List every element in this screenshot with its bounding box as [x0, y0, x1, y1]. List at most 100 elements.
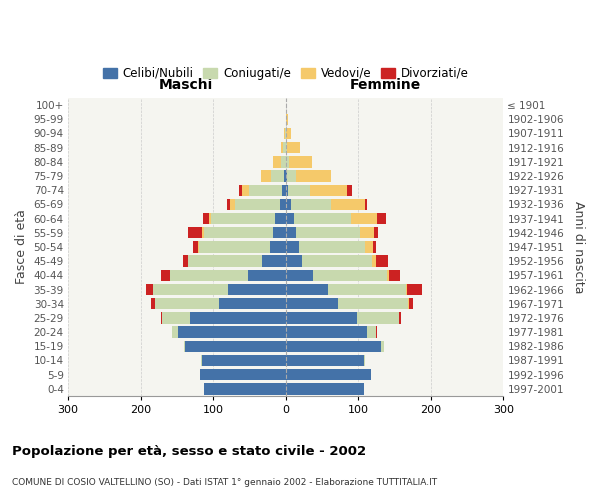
Bar	[188, 256, 262, 267]
Bar	[302, 256, 372, 267]
Y-axis label: Anni di nascita: Anni di nascita	[572, 200, 585, 293]
Bar	[296, 227, 359, 238]
Bar	[242, 184, 250, 196]
Bar	[286, 298, 338, 310]
Bar	[261, 170, 271, 181]
Bar	[288, 184, 310, 196]
Bar	[382, 340, 383, 352]
Bar	[283, 142, 286, 154]
Bar	[281, 156, 286, 168]
Bar	[227, 198, 230, 210]
Bar	[230, 198, 235, 210]
Bar	[188, 227, 202, 238]
Bar	[286, 340, 382, 352]
Bar	[235, 198, 280, 210]
Bar	[286, 369, 371, 380]
Bar	[248, 270, 286, 281]
Bar	[275, 213, 286, 224]
Bar	[407, 284, 422, 295]
Bar	[281, 142, 283, 154]
Bar	[286, 256, 302, 267]
Bar	[269, 242, 286, 252]
Bar	[295, 213, 351, 224]
Text: COMUNE DI COSIO VALTELLINO (SO) - Dati ISTAT 1° gennaio 2002 - Elaborazione TUTT: COMUNE DI COSIO VALTELLINO (SO) - Dati I…	[12, 478, 437, 487]
Bar	[153, 284, 227, 295]
Bar	[359, 227, 374, 238]
Bar	[286, 128, 292, 139]
Bar	[286, 213, 295, 224]
Bar	[198, 242, 199, 252]
Bar	[372, 256, 376, 267]
Bar	[357, 312, 399, 324]
Bar	[365, 242, 373, 252]
Bar	[151, 298, 155, 310]
Text: Maschi: Maschi	[158, 78, 212, 92]
Bar	[162, 312, 190, 324]
Bar	[286, 326, 367, 338]
Bar	[203, 383, 286, 394]
Bar	[219, 298, 286, 310]
Bar	[399, 312, 401, 324]
Bar	[299, 242, 365, 252]
Bar	[389, 270, 400, 281]
Bar	[272, 227, 286, 238]
Bar	[286, 156, 289, 168]
Bar	[250, 184, 282, 196]
Bar	[310, 184, 347, 196]
Bar	[209, 213, 211, 224]
Y-axis label: Fasce di età: Fasce di età	[15, 210, 28, 284]
Bar	[365, 198, 367, 210]
Bar	[202, 227, 203, 238]
Bar	[347, 184, 352, 196]
Bar	[286, 227, 296, 238]
Bar	[286, 312, 357, 324]
Bar	[211, 213, 275, 224]
Bar	[155, 298, 219, 310]
Bar	[373, 242, 376, 252]
Bar	[409, 298, 413, 310]
Bar	[376, 326, 377, 338]
Bar	[203, 213, 209, 224]
Bar	[193, 242, 198, 252]
Bar	[374, 227, 378, 238]
Bar	[284, 170, 286, 181]
Bar	[227, 284, 286, 295]
Bar	[199, 242, 269, 252]
Bar	[285, 128, 286, 139]
Bar	[182, 256, 188, 267]
Bar	[331, 198, 365, 210]
Bar	[286, 184, 288, 196]
Bar	[170, 270, 248, 281]
Bar	[286, 270, 313, 281]
Bar	[146, 284, 153, 295]
Bar	[351, 213, 377, 224]
Bar	[286, 170, 287, 181]
Bar	[286, 242, 299, 252]
Text: Femmine: Femmine	[350, 78, 421, 92]
Bar	[286, 383, 364, 394]
Bar	[161, 270, 170, 281]
Bar	[161, 312, 162, 324]
Bar	[184, 340, 185, 352]
Bar	[200, 369, 286, 380]
Bar	[284, 128, 285, 139]
Bar	[185, 340, 286, 352]
Bar	[286, 114, 288, 125]
Bar	[296, 170, 331, 181]
Bar	[280, 198, 286, 210]
Bar	[338, 298, 408, 310]
Bar	[328, 284, 406, 295]
Bar	[287, 170, 296, 181]
Text: Popolazione per età, sesso e stato civile - 2002: Popolazione per età, sesso e stato civil…	[12, 445, 366, 458]
Bar	[289, 156, 313, 168]
Bar	[286, 284, 328, 295]
Bar	[376, 256, 388, 267]
Bar	[406, 284, 407, 295]
Bar	[313, 270, 387, 281]
Bar	[377, 213, 386, 224]
Bar	[364, 355, 365, 366]
Bar	[190, 312, 286, 324]
Bar	[282, 184, 286, 196]
Bar	[202, 355, 286, 366]
Bar	[172, 326, 178, 338]
